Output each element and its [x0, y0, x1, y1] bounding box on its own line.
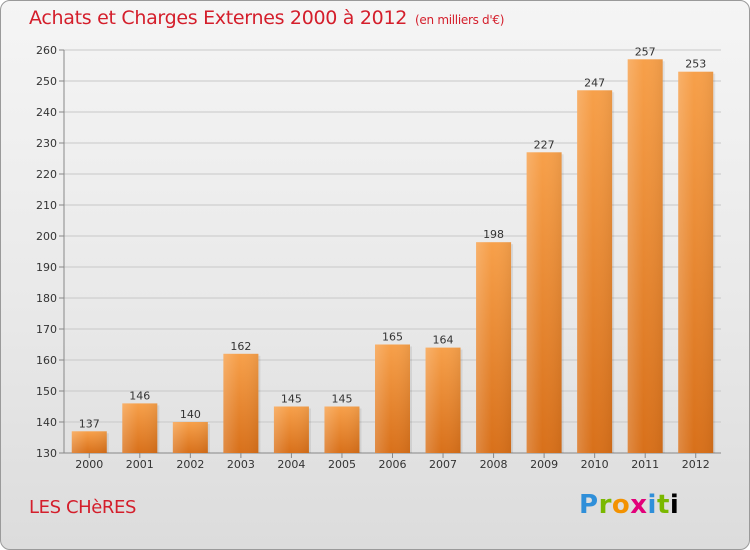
value-label-2003: 162 [230, 340, 251, 353]
bar-highlight [678, 71, 714, 453]
x-tick-label-2001: 2001 [126, 458, 154, 471]
x-tick-label-2003: 2003 [227, 458, 255, 471]
value-label-2004: 145 [281, 393, 302, 406]
chart-title: Achats et Charges Externes 2000 à 2012 (e… [29, 7, 504, 29]
x-tick-label-2007: 2007 [429, 458, 457, 471]
value-label-2008: 198 [483, 228, 504, 241]
y-tick-label: 220 [36, 168, 57, 181]
bars [71, 59, 716, 454]
x-tick-label-2012: 2012 [682, 458, 710, 471]
x-tick-label-2004: 2004 [277, 458, 305, 471]
proxiti-logo: Proxiti [579, 490, 680, 520]
value-label-2005: 145 [331, 393, 352, 406]
bar-highlight [122, 403, 158, 453]
bar-highlight [526, 152, 562, 454]
value-label-2000: 137 [79, 417, 100, 430]
y-tick-label: 250 [36, 75, 57, 88]
y-tick-label: 240 [36, 106, 57, 119]
bar-highlight [172, 422, 208, 453]
y-tick-label: 180 [36, 292, 57, 305]
y-tick-label: 230 [36, 137, 57, 150]
x-tick-label-2005: 2005 [328, 458, 356, 471]
chart-subtitle: (en milliers d'€) [415, 13, 505, 27]
y-tick-label: 190 [36, 261, 57, 274]
y-tick-label: 170 [36, 323, 57, 336]
place-name: LES CHèRES [29, 497, 137, 518]
x-tick-label-2010: 2010 [581, 458, 609, 471]
value-label-2007: 164 [433, 334, 454, 347]
x-tick-label-2002: 2002 [176, 458, 204, 471]
value-label-2012: 253 [685, 58, 706, 71]
value-label-2002: 140 [180, 408, 201, 421]
x-tick-label-2006: 2006 [379, 458, 407, 471]
x-tick-label-2008: 2008 [480, 458, 508, 471]
bar-highlight [627, 59, 663, 454]
value-label-2001: 146 [129, 389, 150, 402]
y-tick-label: 160 [36, 354, 57, 367]
y-tick-label: 150 [36, 385, 57, 398]
bar-highlight [324, 406, 360, 453]
y-tick-label: 140 [36, 416, 57, 429]
bar-highlight [577, 90, 613, 454]
y-tick-label: 210 [36, 199, 57, 212]
bar-highlight [375, 344, 410, 453]
bar-highlight [476, 242, 512, 453]
x-tick-label-2011: 2011 [631, 458, 659, 471]
bar-highlight [273, 406, 309, 453]
value-label-2011: 257 [635, 45, 656, 58]
x-tick-label-2009: 2009 [530, 458, 558, 471]
bar-highlight [223, 353, 259, 453]
y-tick-label: 260 [36, 44, 57, 57]
value-label-2009: 227 [534, 138, 555, 151]
y-tick-label: 130 [36, 447, 57, 460]
bar-highlight [71, 431, 107, 453]
labels: 2000 137 2001 146 2002 140 2003 162 2004 145 2005 1… [75, 45, 709, 471]
x-tick-label-2000: 2000 [75, 458, 103, 471]
y-tick-label: 200 [36, 230, 57, 243]
value-label-2006: 165 [382, 331, 403, 344]
value-label-2010: 247 [584, 76, 605, 89]
bar-highlight [425, 347, 461, 453]
chart-title-text: Achats et Charges Externes 2000 à 2012 [29, 7, 408, 29]
